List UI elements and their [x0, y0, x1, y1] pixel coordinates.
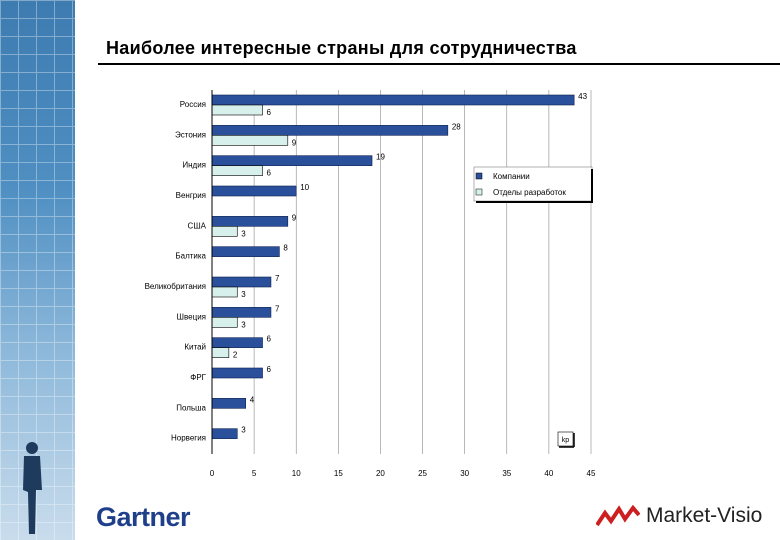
category-label: Китай	[184, 343, 206, 352]
data-label-companies: 10	[300, 183, 309, 192]
unit-label: kp	[562, 437, 570, 444]
bars-layer	[211, 94, 575, 439]
x-tick-label: 5	[252, 469, 257, 478]
bar-companies	[211, 185, 297, 197]
category-label: Польша	[176, 403, 206, 412]
bar-dev-departments	[211, 165, 263, 176]
category-label: Индия	[182, 161, 206, 170]
bar-companies	[211, 276, 272, 288]
data-label-companies: 28	[452, 122, 461, 131]
data-label-companies: 6	[267, 365, 272, 374]
bar-companies	[211, 155, 373, 166]
bar-companies	[211, 246, 280, 257]
data-label-dev-departments: 3	[241, 229, 246, 238]
x-tick-label: 30	[460, 469, 469, 478]
data-label-dev-departments: 3	[241, 320, 246, 329]
market-visio-mark-icon	[596, 505, 640, 527]
bar-companies	[211, 94, 575, 106]
page-title: Наиболее интересные страны для сотруднич…	[106, 38, 577, 58]
bar-dev-departments	[211, 135, 289, 146]
data-label-dev-departments: 3	[241, 290, 246, 299]
grid-layer	[253, 90, 592, 454]
unit-label-box	[557, 431, 574, 447]
category-label: Россия	[180, 100, 206, 109]
x-tick-label: 35	[502, 469, 511, 478]
data-label-dev-departments: 6	[267, 169, 272, 178]
person-silhouette-icon	[23, 442, 42, 534]
bar-dev-departments	[211, 317, 238, 328]
bar-companies	[211, 428, 238, 439]
data-label-dev-departments: 2	[233, 351, 238, 360]
x-tick-label: 15	[334, 469, 343, 478]
decorative-sidebar	[0, 0, 75, 540]
bar-dev-departments	[211, 286, 238, 298]
data-label-companies: 7	[275, 304, 280, 313]
category-label: ФРГ	[190, 373, 206, 382]
category-label: Венгрия	[176, 191, 206, 200]
gartner-logo: Gartner	[96, 502, 191, 532]
title-underline	[98, 63, 780, 65]
legend-swatch-companies	[475, 172, 483, 180]
category-label: Швеция	[177, 312, 206, 321]
data-label-companies: 9	[292, 213, 297, 222]
bar-companies	[211, 367, 263, 379]
category-label: Великобритания	[145, 282, 206, 291]
x-tick-label: 45	[587, 469, 596, 478]
category-label: Норвегия	[171, 434, 206, 443]
data-label-companies: 19	[376, 153, 385, 162]
market-visio-logo: Market-Visio	[596, 504, 762, 528]
bar-companies	[211, 125, 449, 136]
market-visio-text: Market-Visio	[646, 504, 763, 527]
x-tick-label: 20	[376, 469, 385, 478]
data-label-companies: 8	[283, 244, 288, 253]
category-label: США	[188, 221, 207, 230]
category-label: Эстония	[175, 130, 206, 139]
x-tick-label: 10	[292, 469, 301, 478]
legend-swatch-dev-departments	[475, 188, 483, 196]
legend-label-companies: Компании	[493, 172, 530, 181]
bar-companies	[211, 307, 272, 318]
bar-companies	[211, 398, 246, 409]
x-tick-label: 25	[418, 469, 427, 478]
legend-label-dev-departments: Отделы разработок	[493, 188, 566, 197]
data-label-companies: 6	[267, 335, 272, 344]
data-label-companies: 7	[275, 274, 280, 283]
unit-box: kp	[557, 431, 575, 448]
data-label-companies: 43	[578, 92, 587, 101]
bar-companies	[211, 337, 263, 348]
data-label-companies: 4	[250, 395, 255, 404]
bar-dev-departments	[211, 347, 230, 358]
data-label-companies: 3	[241, 426, 246, 435]
bar-dev-departments	[211, 104, 263, 116]
x-tick-label: 40	[544, 469, 553, 478]
axis-layer: 0 5 10 15 20 25 30 35 40 45 Россия Эстония Индия Венг…	[145, 90, 596, 478]
data-label-dev-departments: 9	[292, 138, 297, 147]
data-label-dev-departments: 6	[267, 108, 272, 117]
bar-companies	[211, 216, 289, 227]
bar-dev-departments	[211, 226, 238, 237]
chart-legend: Компании Отделы разработок	[473, 166, 593, 203]
x-tick-label: 0	[210, 469, 215, 478]
category-label: Балтика	[175, 252, 206, 261]
